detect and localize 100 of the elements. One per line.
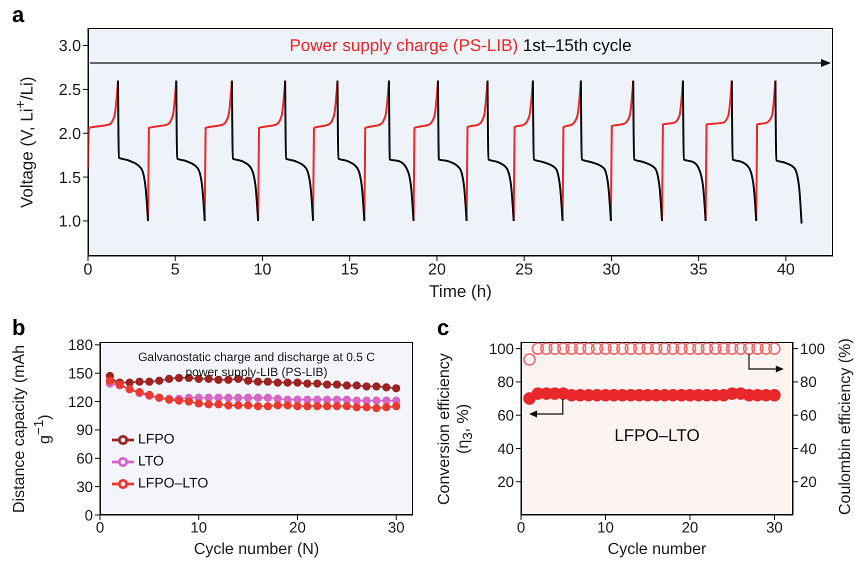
chart-title: a [12, 2, 24, 28]
point [274, 394, 282, 403]
y-tick-label: 60 [497, 408, 514, 425]
point [204, 394, 213, 402]
y2-tick-label: 100 [800, 340, 826, 358]
point [323, 396, 332, 404]
y2-axis-title: Coulombin efficiency (%) [837, 337, 855, 517]
point [284, 378, 292, 387]
y-tick-label: 1.5 [58, 170, 82, 187]
point [244, 394, 252, 402]
y-tick-label: 60 [76, 450, 93, 468]
x-tick-label: 10 [254, 261, 272, 278]
annotation: 1st–15th cycle [522, 36, 632, 55]
point [313, 379, 322, 388]
point [293, 378, 302, 387]
point [234, 401, 242, 410]
x-tick-label: 0 [96, 520, 104, 537]
point [214, 400, 223, 408]
chart-title: b [12, 315, 26, 341]
point [155, 376, 164, 385]
point [342, 381, 351, 390]
point [362, 403, 371, 412]
x-tick-label: 10 [597, 520, 614, 537]
y2-tick-label: 60 [800, 408, 817, 425]
x-tick-label: 10 [190, 520, 208, 537]
point [323, 402, 332, 410]
x-axis-title: Cycle number [606, 541, 708, 559]
annotation: power supply-LIB (PS-LIB) [184, 365, 329, 380]
point [174, 374, 184, 382]
y-tick-label: 30 [76, 478, 93, 496]
point [323, 380, 332, 389]
point [303, 396, 312, 404]
y-tick-label: 120 [68, 394, 93, 411]
legend-label: LTO [138, 452, 164, 468]
y-tick-label: 40 [497, 440, 514, 458]
y-tick-label: 3.0 [58, 38, 82, 56]
point [194, 399, 203, 408]
y-tick-label: 90 [76, 422, 93, 440]
point [264, 402, 272, 410]
point [362, 396, 371, 405]
x-tick-label: 20 [682, 520, 698, 537]
point [274, 378, 282, 387]
point [382, 396, 390, 405]
x-tick-label: 25 [515, 261, 534, 278]
x-tick-label: 30 [602, 261, 620, 278]
y2-tick-label: 20 [800, 474, 817, 492]
point [293, 396, 302, 404]
x-axis-title: Cycle number (N) [192, 541, 320, 559]
point [303, 379, 312, 388]
x-tick-label: 5 [170, 261, 180, 278]
legend-label: LFPO [138, 430, 175, 446]
x-tick-label: 15 [340, 261, 359, 278]
x-tick-label: 35 [690, 261, 708, 278]
point [352, 403, 361, 412]
y-tick-label: 100 [488, 340, 514, 358]
annotation: LFPO–LTO [613, 426, 701, 446]
point [382, 403, 390, 412]
y-tick-label: 2.0 [58, 126, 82, 143]
point [293, 402, 302, 410]
y-tick-label: 150 [68, 366, 93, 383]
point [234, 394, 242, 402]
x-tick-label: 0 [516, 520, 526, 537]
y-tick-label: 80 [497, 374, 514, 392]
point [303, 402, 312, 410]
chart-title: c [437, 315, 450, 341]
y2-tick-label: 80 [800, 374, 817, 392]
point [284, 401, 292, 410]
point [135, 378, 144, 386]
annotation: Power supply charge (PS-LIB) [289, 36, 520, 55]
point [214, 394, 223, 402]
point [372, 404, 381, 412]
x-tick-label: 30 [766, 520, 783, 537]
point [274, 401, 282, 410]
point [352, 396, 361, 405]
x-tick-label: 20 [289, 520, 306, 537]
point [264, 394, 272, 402]
y-tick-label: 180 [68, 337, 93, 354]
x-tick-label: 30 [388, 520, 405, 537]
point [352, 381, 361, 390]
point [184, 397, 193, 406]
point [332, 402, 342, 410]
point [165, 374, 174, 383]
point [224, 401, 232, 410]
point [145, 378, 154, 386]
point [362, 382, 371, 391]
point [224, 394, 232, 402]
point [254, 394, 262, 402]
point [313, 396, 322, 404]
point [372, 396, 381, 405]
point [332, 380, 342, 389]
y-tick-label: 1.0 [58, 214, 82, 231]
point [392, 384, 400, 392]
y-tick-label: 2.5 [58, 82, 82, 100]
x-axis-title: Time (h) [428, 282, 493, 302]
y-tick-label: 20 [497, 474, 514, 492]
point [106, 376, 114, 385]
point [382, 383, 390, 392]
point [204, 400, 213, 408]
point [372, 382, 381, 391]
legend-label: LFPO–LTO [138, 474, 208, 490]
